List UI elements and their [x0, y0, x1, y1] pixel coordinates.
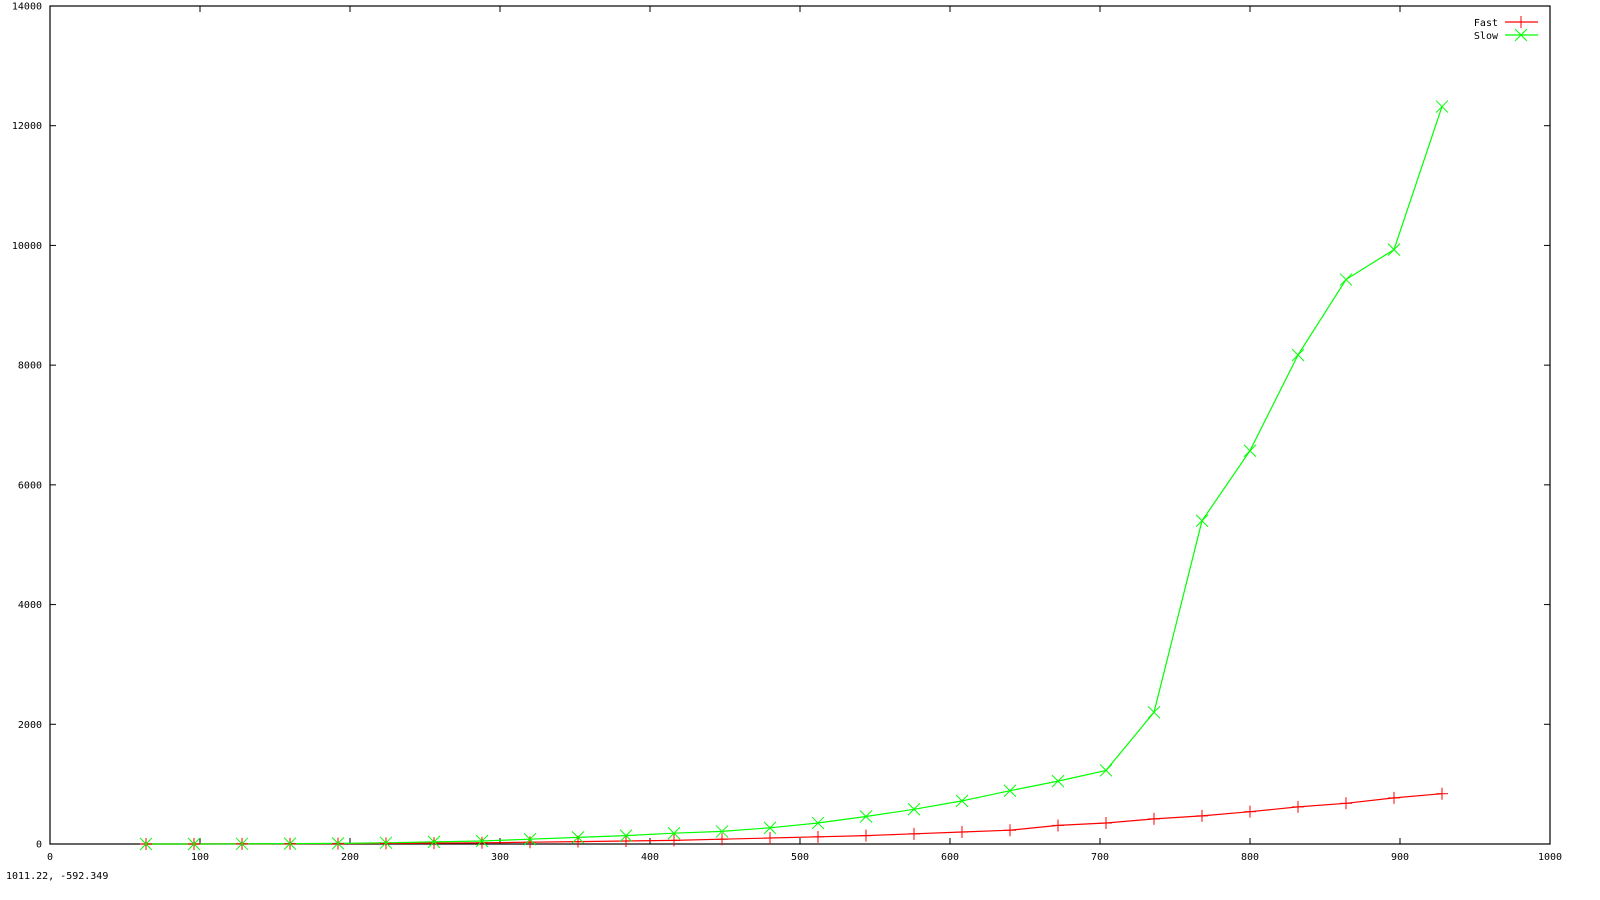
- fast-data-point: [668, 834, 680, 847]
- slow-data-point: [1435, 100, 1449, 113]
- legend-label-fast: Fast: [1474, 18, 1498, 29]
- slow-data-point: [859, 810, 873, 823]
- x-tick-label: 400: [641, 852, 659, 863]
- slow-data-point: [1147, 705, 1161, 719]
- legend-marker-fast: [1515, 16, 1527, 28]
- legend: Fast Slow: [1474, 16, 1538, 42]
- fast-data-point: [1388, 791, 1400, 804]
- x-tick-label: 100: [191, 852, 209, 863]
- slow-series-line: [146, 106, 1443, 845]
- slow-data-point: [1195, 514, 1209, 528]
- x-tick-label: 1000: [1538, 852, 1562, 863]
- slow-data-point: [667, 826, 681, 840]
- fast-data-point: [1244, 805, 1256, 818]
- slow-data-point: [427, 835, 441, 849]
- fast-data-point: [860, 829, 872, 842]
- x-tick-label: 800: [1241, 852, 1259, 863]
- y-tick-label: 14000: [12, 2, 42, 13]
- legend-marker-slow: [1514, 28, 1528, 42]
- slow-data-point: [1051, 774, 1065, 788]
- x-tick-label: 900: [1391, 852, 1409, 863]
- fast-data-point: [1100, 817, 1112, 830]
- slow-data-point: [379, 836, 393, 850]
- axis-tick-labels: 0 100 200 300 400 500 600 700 800 900 100002000400…: [12, 2, 1562, 864]
- slow-data-point: [187, 837, 201, 851]
- fast-data-point: [428, 837, 440, 850]
- fast-data-point: [620, 835, 632, 848]
- fast-data-point: [716, 833, 728, 846]
- fast-data-point: [1196, 809, 1208, 822]
- x-tick-label: 0: [47, 852, 53, 863]
- fast-series-line: [146, 793, 1443, 845]
- x-tick-label: 600: [941, 852, 959, 863]
- slow-data-point: [1387, 243, 1401, 256]
- slow-data-point: [331, 837, 345, 850]
- series-markers: [139, 100, 1449, 851]
- slow-data-point: [475, 834, 489, 848]
- fast-data-point: [956, 826, 968, 839]
- slow-data-point: [1243, 444, 1257, 458]
- x-tick-label: 700: [1091, 852, 1109, 863]
- axis-ticks: [50, 6, 1550, 844]
- series-lines: [146, 106, 1443, 845]
- slow-data-point: [1003, 784, 1017, 798]
- slow-data-point: [283, 837, 297, 850]
- slow-data-point: [619, 829, 633, 842]
- fast-data-point: [812, 830, 824, 843]
- x-tick-label: 300: [491, 852, 509, 863]
- slow-data-point: [139, 837, 153, 851]
- fast-data-point: [1436, 787, 1448, 800]
- slow-data-point: [907, 802, 921, 816]
- y-tick-label: 10000: [12, 241, 42, 252]
- slow-data-point: [1099, 764, 1113, 777]
- fast-data-point: [1004, 824, 1016, 837]
- slow-data-point: [811, 816, 825, 830]
- slow-data-point: [235, 837, 249, 851]
- legend-label-slow: Slow: [1474, 31, 1499, 42]
- slow-data-point: [715, 825, 729, 838]
- slow-data-point: [763, 821, 777, 835]
- slow-data-point: [523, 832, 537, 846]
- slow-data-point: [1291, 348, 1305, 362]
- y-tick-label: 0: [36, 840, 42, 851]
- y-tick-label: 12000: [12, 121, 42, 132]
- fast-data-point: [1052, 819, 1064, 832]
- fast-data-point: [908, 827, 920, 840]
- x-tick-label: 200: [341, 852, 359, 863]
- fast-data-point: [1340, 797, 1352, 810]
- x-tick-label: 500: [791, 852, 809, 863]
- fast-data-point: [1148, 812, 1160, 825]
- fast-data-point: [1292, 800, 1304, 813]
- fast-data-point: [764, 832, 776, 845]
- slow-data-point: [571, 831, 585, 844]
- y-tick-label: 2000: [18, 720, 42, 731]
- slow-data-point: [1339, 273, 1353, 286]
- y-tick-label: 6000: [18, 480, 42, 491]
- y-tick-label: 8000: [18, 361, 42, 372]
- slow-data-point: [955, 794, 969, 808]
- cursor-coordinate-readout: 1011.22, -592.349: [6, 871, 109, 882]
- fast-data-point: [524, 836, 536, 849]
- fast-data-point: [476, 836, 488, 849]
- plot-frame: [49, 5, 1551, 845]
- y-tick-label: 4000: [18, 600, 42, 611]
